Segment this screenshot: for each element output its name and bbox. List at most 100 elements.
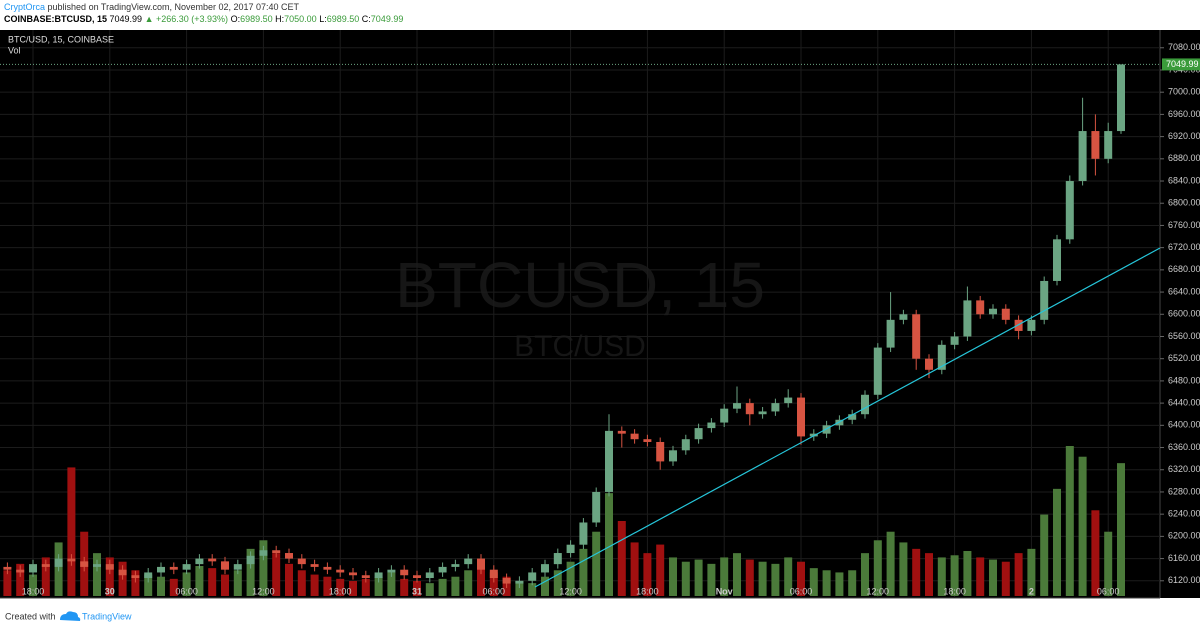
y-tick-label: 6520.00: [1168, 353, 1200, 363]
candle-body: [1040, 280, 1049, 320]
volume-label: Vol: [8, 45, 21, 55]
candle-body: [1053, 239, 1061, 281]
x-tick-label: 18:00: [22, 586, 45, 596]
ohlc-value: 7050.00: [284, 14, 317, 24]
candle-body: [272, 550, 281, 554]
volume-bar: [1053, 488, 1061, 596]
volume-bar: [451, 576, 460, 596]
candle-body: [157, 566, 165, 573]
candle-body: [797, 397, 805, 437]
volume-bar: [310, 574, 319, 596]
candle-body: [681, 439, 690, 451]
y-tick-label: 6720.00: [1168, 242, 1200, 252]
publisher[interactable]: CryptOrca: [4, 2, 45, 12]
candle-body: [29, 564, 37, 573]
y-tick-label: 6560.00: [1168, 331, 1200, 341]
brand-icon: [60, 611, 81, 621]
candle-body: [643, 439, 652, 442]
volume-bar: [221, 574, 229, 596]
volume-bar: [67, 467, 76, 596]
y-tick-label: 6480.00: [1168, 375, 1200, 385]
volume-bar: [131, 570, 140, 596]
volume-bar: [29, 574, 37, 596]
volume-bar: [630, 542, 639, 596]
volume-bar: [656, 544, 665, 596]
candle-body: [566, 544, 575, 554]
candle-body: [41, 564, 50, 567]
candle-body: [400, 569, 409, 576]
last-price-label: 7049.99: [1166, 59, 1199, 69]
volume-bar: [669, 557, 677, 596]
volume-bar: [553, 570, 562, 596]
candle-body: [937, 344, 946, 370]
volume-bar: [758, 561, 767, 596]
ohlc-label: L:: [319, 14, 327, 24]
volume-bar: [886, 531, 895, 596]
footer-brand[interactable]: TradingView: [82, 611, 132, 621]
candle-body: [285, 553, 293, 559]
volume-bar: [259, 540, 268, 596]
volume-bar: [425, 583, 434, 596]
volume-bar: [93, 553, 101, 596]
volume-bar: [617, 521, 626, 596]
candle-body: [464, 558, 473, 565]
volume-bar: [592, 531, 601, 596]
candle-body: [259, 550, 268, 556]
volume-bar: [464, 570, 473, 596]
volume-bar: [681, 561, 690, 596]
ohlc-value: 7049.99: [371, 14, 404, 24]
volume-bar: [323, 576, 332, 596]
volume-bar: [1078, 456, 1087, 596]
volume-bar: [1014, 553, 1023, 596]
volume-bar: [233, 570, 242, 596]
candle-body: [771, 403, 780, 412]
y-tick-label: 6280.00: [1168, 486, 1200, 496]
candle-body: [784, 397, 793, 404]
candle-body: [297, 558, 306, 565]
y-tick-label: 6360.00: [1168, 442, 1200, 452]
header-bg: [0, 0, 1200, 30]
candle-body: [3, 566, 12, 570]
grid: [0, 30, 1160, 598]
candle-body: [67, 558, 76, 562]
x-tick-label: 18:00: [636, 586, 659, 596]
candle-body: [451, 564, 460, 567]
ohlc-value: 6989.50: [327, 14, 360, 24]
y-tick-label: 6320.00: [1168, 464, 1200, 474]
y-tick-label: 6800.00: [1168, 198, 1200, 208]
volume-bar: [246, 548, 255, 596]
header-line-2: COINBASE:BTCUSD, 15 7049.99 ▲ +266.30 (+…: [4, 14, 403, 24]
candle-body: [310, 564, 319, 567]
volume-bar: [144, 574, 153, 596]
candle-body: [105, 564, 114, 570]
y-tick-label: 6960.00: [1168, 109, 1200, 119]
x-tick-label: 06:00: [1097, 586, 1120, 596]
volume-bar: [848, 570, 857, 596]
candle-body: [861, 394, 869, 415]
candle-body: [80, 561, 89, 567]
candle-body: [1001, 308, 1010, 320]
y-tick-label: 6200.00: [1168, 531, 1200, 541]
last-price-tag: [1162, 58, 1200, 71]
candle-body: [707, 422, 716, 429]
x-tick-label: 12:00: [559, 586, 582, 596]
volume-bar: [3, 570, 12, 596]
candle-body: [131, 575, 140, 579]
candle-body: [758, 411, 767, 415]
volume-bar: [771, 563, 780, 596]
volume-bar: [41, 557, 50, 596]
volume-bar: [937, 557, 946, 596]
volume-bar: [157, 576, 165, 596]
candle-body: [694, 428, 703, 440]
candle-body: [169, 566, 178, 570]
volume-bar: [374, 576, 383, 596]
candle-body: [1104, 131, 1113, 159]
x-tick-label: 06:00: [790, 586, 813, 596]
candle-body: [745, 403, 754, 415]
candle-body: [1091, 131, 1100, 159]
candle-body: [553, 553, 562, 565]
y-tick-label: 6440.00: [1168, 397, 1200, 407]
y-tick-label: 6120.00: [1168, 575, 1200, 585]
y-tick-label: 7080.00: [1168, 42, 1200, 52]
